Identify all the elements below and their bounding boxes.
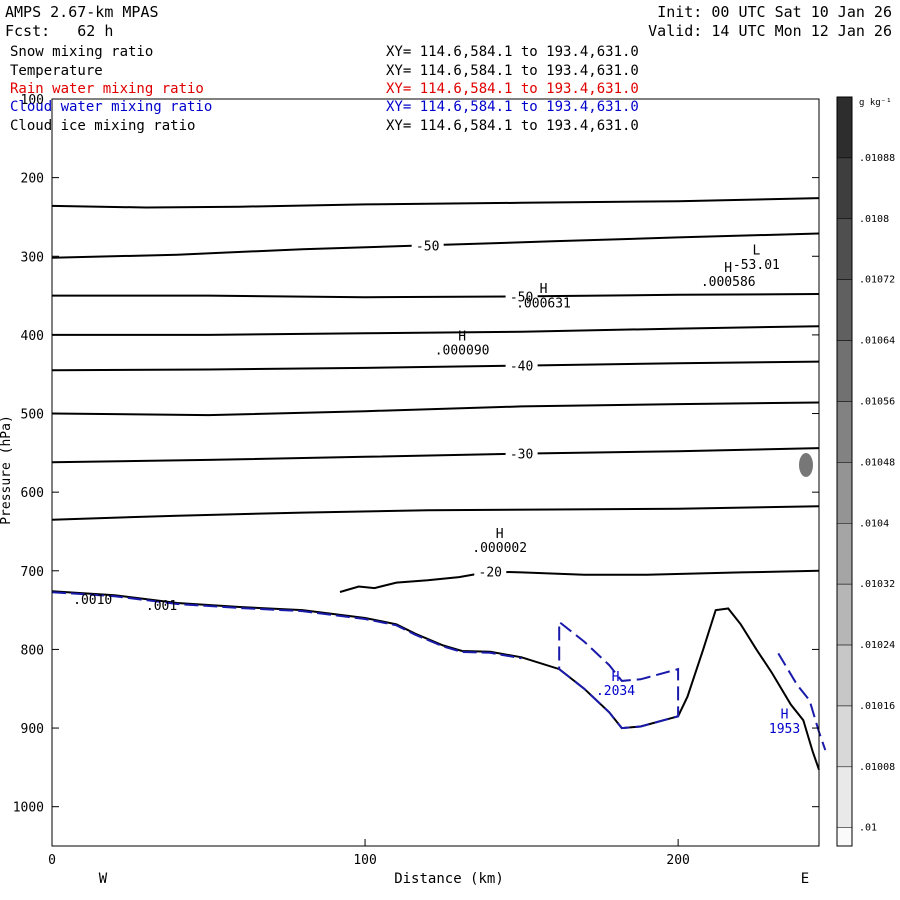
field-domain: XY= 114.6,584.1 to 193.4,631.0 (386, 44, 639, 60)
valid-time: Valid: 14 UTC Mon 12 Jan 26 (648, 22, 892, 40)
y-tick-label: 300 (21, 250, 44, 265)
x-tick-label: 200 (666, 853, 689, 868)
extremum-label: H (612, 670, 620, 685)
extremum-label: .2034 (596, 684, 635, 699)
contour-label-bg (505, 357, 538, 374)
y-tick-label: 500 (21, 408, 44, 423)
forecast-hour: Fcst: 62 h (5, 22, 114, 40)
colorbar-swatch (836, 340, 853, 402)
y-tick-label: 600 (21, 486, 44, 501)
field-domain: XY= 114.6,584.1 to 193.4,631.0 (386, 118, 639, 134)
contour-label: -20 (479, 566, 502, 581)
init-time: Init: 00 UTC Sat 10 Jan 26 (657, 3, 892, 21)
east-label: E (801, 871, 809, 887)
field-domain: XY= 114.6,584.1 to 193.4,631.0 (386, 99, 639, 115)
colorbar-swatch (836, 766, 853, 828)
colorbar-tick-label: .01072 (859, 275, 895, 286)
y-tick-label: 800 (21, 643, 44, 658)
colorbar-swatch (836, 827, 853, 847)
colorbar-swatch (836, 644, 853, 707)
extremum-label: H (724, 261, 732, 276)
x-axis-label: Distance (km) (394, 871, 504, 887)
y-tick-label: 700 (21, 565, 44, 580)
colorbar-tick-label: .01008 (859, 762, 895, 773)
y-tick-label: 200 (21, 172, 44, 187)
colorbar-tick-label: .01056 (859, 396, 895, 407)
extremum-label: L (752, 244, 760, 259)
temperature-contour (51, 505, 820, 521)
colorbar-tick-label: .01 (859, 823, 877, 834)
extremum-label: .000002 (472, 541, 527, 556)
y-tick-label: 900 (21, 722, 44, 737)
model-title: AMPS 2.67-km MPAS (5, 3, 159, 21)
contour-label: -50 (510, 290, 533, 305)
contour-label-bg (505, 445, 538, 462)
colorbar-swatch (836, 523, 853, 585)
contour-label: -50 (416, 239, 439, 254)
field-name: Rain water mixing ratio (10, 81, 204, 97)
extremum-label: H (781, 708, 789, 723)
colorbar-unit: g kg⁻¹ (859, 98, 892, 108)
temperature-contour (339, 569, 820, 593)
contour-label: -40 (510, 360, 533, 375)
colorbar-tick-label: .0104 (859, 518, 889, 529)
temperature-contour (51, 197, 820, 209)
extremum-label: .000631 (516, 296, 571, 311)
contour-label-bg (411, 237, 444, 254)
extremum-label: -53.01 (733, 258, 780, 273)
colorbar-swatch (836, 462, 853, 524)
field-name: Cloud water mixing ratio (10, 99, 213, 115)
colorbar-tick-label: .01088 (859, 153, 895, 164)
temperature-contour (52, 325, 820, 336)
field-domain: XY= 114.6,584.1 to 193.4,631.0 (386, 81, 639, 97)
cloud-water-contour (51, 591, 522, 660)
colorbar-frame (836, 96, 853, 847)
colorbar-swatch (836, 583, 853, 646)
temperature-contour (51, 401, 820, 417)
colorbar-tick-label: .01064 (859, 336, 895, 347)
y-tick-label: 400 (21, 329, 44, 344)
extremum-label: .001 (146, 599, 177, 614)
cloud-water-region (777, 652, 827, 751)
x-tick-label: 100 (353, 853, 376, 868)
plot-frame (51, 98, 820, 847)
colorbar-swatch (836, 157, 853, 220)
temperature-contour (51, 447, 820, 464)
field-name: Snow mixing ratio (10, 44, 154, 60)
colorbar-swatch (836, 96, 853, 159)
extremum-label: H (540, 282, 548, 297)
west-label: W (99, 871, 108, 887)
contour-label: -30 (510, 448, 533, 463)
colorbar-tick-label: .01048 (859, 457, 895, 468)
cloud-water-region (558, 619, 680, 730)
extremum-label: .0010 (73, 593, 112, 608)
colorbar-tick-label: .0108 (859, 214, 889, 225)
temperature-contour (52, 293, 820, 299)
field-domain: XY= 114.6,584.1 to 193.4,631.0 (386, 63, 639, 79)
contour-label-bg (505, 288, 538, 305)
colorbar-tick-label: .01024 (859, 640, 895, 651)
extremum-label: H (496, 527, 504, 542)
terrain-outline (51, 590, 820, 771)
x-tick-label: 0 (48, 853, 56, 868)
extremum-label: 1953 (769, 722, 800, 737)
y-tick-label: 1000 (13, 801, 44, 816)
extremum-label: H (458, 329, 466, 344)
colorbar-swatch (836, 279, 853, 341)
snow-mixing-feature (799, 453, 813, 477)
field-name: Temperature (10, 63, 103, 79)
y-tick-label: 100 (21, 93, 44, 108)
contour-label-bg (474, 563, 507, 580)
extremum-label: .000090 (435, 344, 490, 359)
extremum-label: .000586 (701, 275, 756, 290)
colorbar-swatch (836, 401, 853, 463)
colorbar-swatch (836, 218, 853, 280)
colorbar-tick-label: .01032 (859, 579, 895, 590)
colorbar-tick-label: .01016 (859, 701, 895, 712)
field-name: Cloud ice mixing ratio (10, 118, 196, 134)
y-axis-label: Pressure (hPa) (0, 415, 14, 525)
temperature-contour (51, 360, 820, 372)
colorbar-swatch (836, 705, 853, 768)
